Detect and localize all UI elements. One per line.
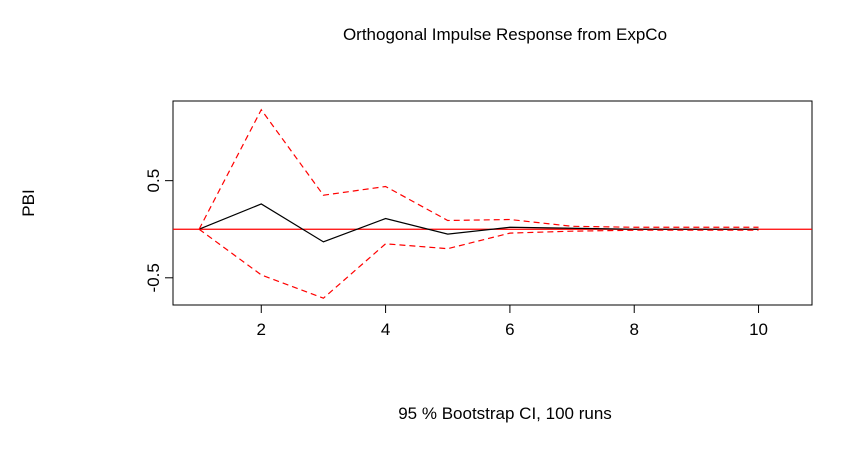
x-tick-label: 4 (381, 320, 390, 339)
series-line (198, 203, 759, 243)
y-axis-label: PBI (19, 189, 38, 216)
x-axis-label: 95 % Bootstrap CI, 100 runs (398, 404, 612, 423)
chart-title: Orthogonal Impulse Response from ExpCo (343, 25, 667, 44)
series-line (198, 228, 759, 299)
x-tick-label: 8 (629, 320, 638, 339)
y-tick-label: 0.5 (144, 169, 163, 193)
x-tick-label: 10 (749, 320, 768, 339)
plot-frame (172, 100, 813, 306)
x-tick-label: 6 (505, 320, 514, 339)
x-tick-label: 2 (257, 320, 266, 339)
series-line (198, 108, 759, 230)
y-tick-label: -0.5 (144, 263, 163, 292)
